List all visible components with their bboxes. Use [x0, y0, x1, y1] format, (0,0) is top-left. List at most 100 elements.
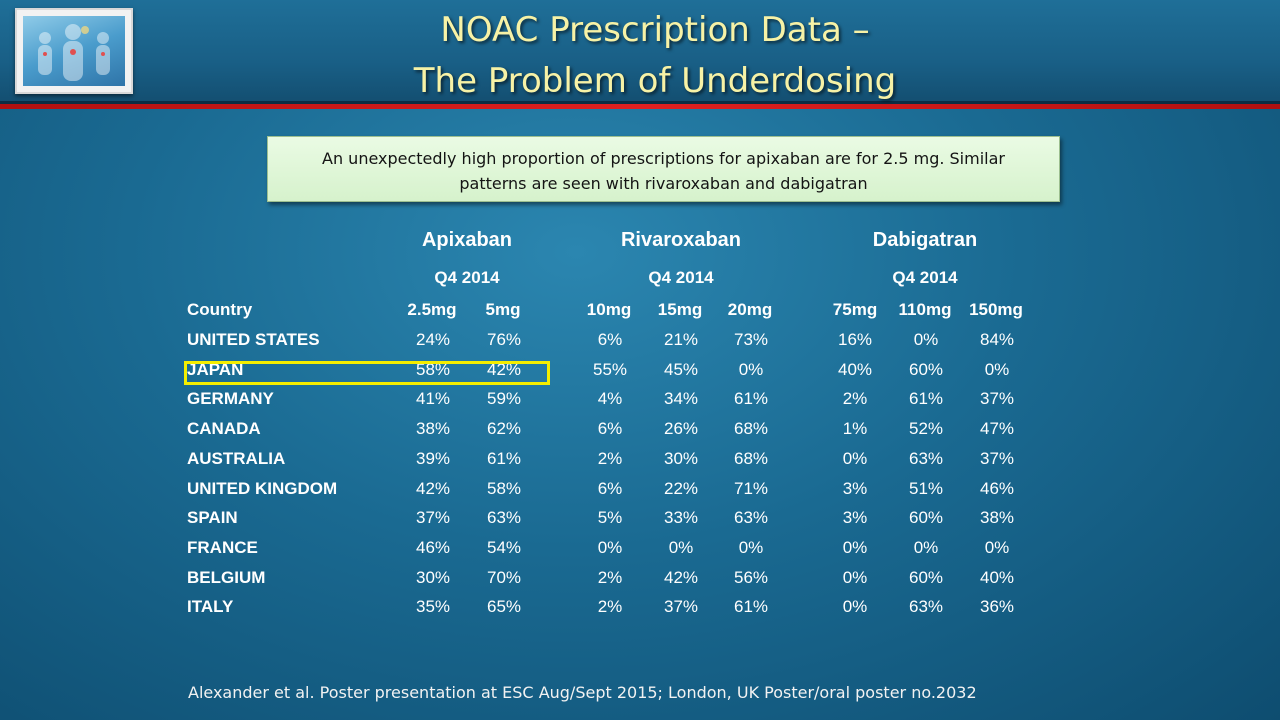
percentage-cell: 40% — [837, 360, 873, 379]
percentage-cell: 70% — [486, 568, 522, 587]
percentage-cell: 26% — [663, 419, 699, 438]
country-cell: JAPAN — [187, 360, 244, 379]
percentage-cell: 63% — [733, 508, 769, 527]
percentage-cell: 33% — [663, 508, 699, 527]
percentage-cell: 63% — [908, 597, 944, 616]
percentage-cell: 59% — [486, 389, 522, 408]
percentage-cell: 3% — [842, 508, 868, 527]
percentage-cell: 16% — [837, 330, 873, 349]
percentage-cell: 60% — [908, 508, 944, 527]
drug-header: Apixaban — [421, 229, 513, 251]
percentage-cell: 24% — [415, 330, 451, 349]
percentage-cell: 73% — [733, 330, 769, 349]
percentage-cell: 6% — [597, 479, 623, 498]
drug-header: Dabigatran — [872, 229, 978, 251]
country-cell: UNITED KINGDOM — [187, 479, 338, 498]
header-accent-line — [0, 104, 1280, 109]
percentage-cell: 0% — [913, 538, 939, 557]
percentage-cell: 38% — [979, 508, 1015, 527]
logo-image — [15, 8, 133, 94]
percentage-cell: 0% — [842, 538, 868, 557]
dose-column-header: 75mg — [832, 300, 878, 319]
percentage-cell: 41% — [415, 389, 451, 408]
percentage-cell: 61% — [733, 597, 769, 616]
dose-column-header: 20mg — [727, 300, 773, 319]
percentage-cell: 4% — [597, 389, 623, 408]
percentage-cell: 0% — [738, 538, 764, 557]
percentage-cell: 0% — [842, 449, 868, 468]
dose-column-header: 110mg — [898, 300, 952, 319]
percentage-cell: 56% — [733, 568, 769, 587]
percentage-cell: 46% — [979, 479, 1015, 498]
percentage-cell: 30% — [415, 568, 451, 587]
percentage-cell: 2% — [842, 389, 868, 408]
dose-column-header: 5mg — [485, 300, 521, 319]
percentage-cell: 68% — [733, 419, 769, 438]
percentage-cell: 63% — [908, 449, 944, 468]
country-cell: FRANCE — [187, 538, 258, 557]
percentage-cell: 3% — [842, 479, 868, 498]
percentage-cell: 62% — [486, 419, 522, 438]
percentage-cell: 2% — [597, 568, 623, 587]
percentage-cell: 46% — [415, 538, 451, 557]
percentage-cell: 0% — [984, 538, 1010, 557]
percentage-cell: 30% — [663, 449, 699, 468]
percentage-cell: 2% — [597, 449, 623, 468]
drug-header: Rivaroxaban — [620, 229, 742, 251]
percentage-cell: 55% — [592, 360, 628, 379]
percentage-cell: 2% — [597, 597, 623, 616]
slide-title-line-1: NOAC Prescription Data – — [440, 10, 870, 50]
key-finding-callout: An unexpectedly high proportion of presc… — [267, 136, 1060, 202]
percentage-cell: 84% — [979, 330, 1015, 349]
percentage-cell: 63% — [486, 508, 522, 527]
citation-text: Alexander et al. Poster presentation at … — [188, 683, 977, 702]
percentage-cell: 36% — [979, 597, 1015, 616]
header-divider — [0, 101, 1280, 104]
country-column-header: Country — [187, 300, 253, 319]
period-header: Q4 2014 — [892, 268, 958, 287]
percentage-cell: 54% — [486, 538, 522, 557]
japan-highlight-box — [184, 361, 550, 385]
percentage-cell: 0% — [913, 330, 939, 349]
percentage-cell: 0% — [984, 360, 1010, 379]
percentage-cell: 0% — [842, 597, 868, 616]
percentage-cell: 37% — [663, 597, 699, 616]
period-header: Q4 2014 — [434, 268, 500, 287]
country-cell: BELGIUM — [187, 568, 266, 587]
percentage-cell: 38% — [415, 419, 451, 438]
dose-column-header: 150mg — [969, 300, 1023, 319]
percentage-cell: 60% — [908, 360, 944, 379]
percentage-cell: 21% — [663, 330, 699, 349]
percentage-cell: 6% — [597, 419, 623, 438]
percentage-cell: 45% — [663, 360, 699, 379]
percentage-cell: 1% — [842, 419, 868, 438]
country-cell: AUSTRALIA — [187, 449, 286, 468]
dose-column-header: 2.5mg — [407, 300, 457, 319]
country-cell: GERMANY — [187, 389, 274, 408]
percentage-cell: 0% — [668, 538, 694, 557]
country-cell: ITALY — [187, 597, 234, 616]
dose-column-header: 10mg — [586, 300, 632, 319]
dose-column-header: 15mg — [657, 300, 703, 319]
country-cell: UNITED STATES — [187, 330, 320, 349]
percentage-cell: 6% — [597, 330, 623, 349]
percentage-cell: 51% — [908, 479, 944, 498]
percentage-cell: 60% — [908, 568, 944, 587]
period-header: Q4 2014 — [648, 268, 714, 287]
country-cell: CANADA — [187, 419, 261, 438]
percentage-cell: 42% — [486, 360, 522, 379]
percentage-cell: 61% — [733, 389, 769, 408]
percentage-cell: 39% — [415, 449, 451, 468]
country-cell: SPAIN — [187, 508, 238, 527]
percentage-cell: 71% — [733, 479, 769, 498]
percentage-cell: 0% — [597, 538, 623, 557]
percentage-cell: 35% — [415, 597, 451, 616]
percentage-cell: 42% — [415, 479, 451, 498]
percentage-cell: 76% — [486, 330, 522, 349]
slide-header — [0, 0, 1280, 104]
percentage-cell: 47% — [979, 419, 1015, 438]
slide-title-line-2: The Problem of Underdosing — [413, 61, 897, 101]
logo-artwork — [23, 16, 125, 86]
percentage-cell: 34% — [663, 389, 699, 408]
percentage-cell: 58% — [415, 360, 451, 379]
